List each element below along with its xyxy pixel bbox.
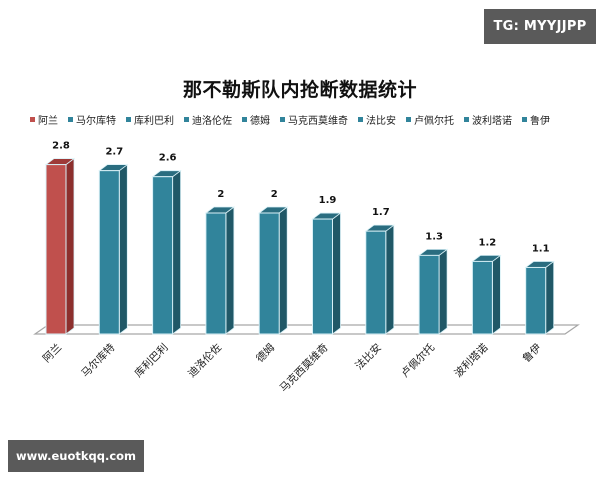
category-label: 卢佩尔托 [398, 341, 437, 380]
value-label: 2 [271, 189, 278, 200]
legend-item: 库利巴利 [126, 112, 174, 127]
legend-label: 马尔库特 [76, 116, 116, 127]
legend-swatch-icon [242, 117, 247, 122]
bar-0 [44, 157, 76, 335]
value-label: 1.1 [532, 243, 550, 254]
watermark-telegram: TG: MYYJJPP [484, 9, 596, 44]
category-label: 鲁伊 [520, 341, 544, 365]
legend-swatch-icon [126, 117, 131, 122]
legend-item: 马克西莫维奇 [280, 112, 348, 127]
value-label: 1.9 [319, 195, 337, 206]
value-label: 2 [217, 189, 224, 200]
watermark-url: www.euotkqq.com [8, 440, 144, 472]
legend-item: 迪洛伦佐 [184, 112, 232, 127]
category-label: 德姆 [253, 341, 277, 365]
legend-label: 鲁伊 [530, 116, 550, 127]
bar-5 [311, 212, 342, 335]
legend-item: 德姆 [242, 112, 270, 127]
bar-2 [151, 169, 182, 335]
chart-floor [33, 324, 580, 335]
value-label: 2.6 [159, 153, 177, 164]
legend-label: 库利巴利 [134, 116, 174, 127]
value-label: 1.7 [372, 207, 390, 218]
bar-4 [258, 206, 289, 335]
value-label: 1.2 [479, 237, 497, 248]
category-label: 马克西莫维奇 [277, 341, 331, 395]
legend-label: 法比安 [366, 116, 396, 127]
legend-label: 阿兰 [38, 116, 58, 127]
legend-label: 迪洛伦佐 [192, 116, 232, 127]
category-label: 迪洛伦佐 [185, 341, 224, 380]
bar-3 [204, 206, 236, 335]
category-label: 马尔库特 [79, 341, 118, 380]
legend-item: 马尔库特 [68, 112, 116, 127]
legend-swatch-icon [30, 117, 35, 122]
legend-swatch-icon [184, 117, 189, 122]
bar-7 [417, 248, 449, 335]
legend-swatch-icon [358, 117, 363, 122]
category-label: 波利塔诺 [452, 341, 491, 380]
legend-label: 马克西莫维奇 [288, 116, 348, 127]
legend-swatch-icon [406, 117, 411, 122]
category-label: 法比安 [352, 341, 383, 372]
chart-title: 那不勒斯队内抢断数据统计 [182, 79, 417, 101]
legend-swatch-icon [522, 117, 527, 122]
legend-item: 卢佩尔托 [406, 112, 454, 127]
legend-item: 鲁伊 [522, 112, 550, 127]
bar-8 [471, 254, 502, 335]
legend-label: 波利塔诺 [472, 116, 512, 127]
legend-swatch-icon [68, 117, 73, 122]
category-label: 阿兰 [40, 341, 64, 365]
legend-label: 卢佩尔托 [414, 116, 454, 127]
legend-swatch-icon [464, 117, 469, 122]
value-label: 2.7 [105, 147, 123, 158]
value-label: 1.3 [425, 231, 443, 242]
bar-9 [524, 260, 555, 335]
legend-item: 波利塔诺 [464, 112, 512, 127]
chart-legend: 阿兰 马尔库特 库利巴利 迪洛伦佐 德姆 马克西莫维奇 法比安 卢佩尔托 波利塔诺 鲁伊 [30, 112, 590, 127]
legend-item: 法比安 [358, 112, 396, 127]
value-label: 2.8 [52, 141, 70, 152]
bar-1 [98, 163, 129, 335]
bar-6 [364, 224, 395, 335]
legend-label: 德姆 [250, 116, 270, 127]
legend-item: 阿兰 [30, 112, 58, 127]
legend-swatch-icon [280, 117, 285, 122]
category-label: 库利巴利 [132, 341, 171, 380]
